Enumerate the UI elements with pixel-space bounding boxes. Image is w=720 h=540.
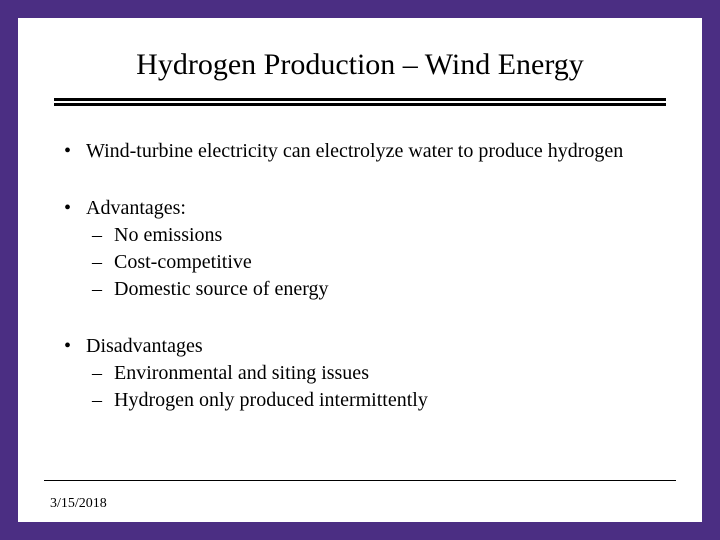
bullet-level-1: •Advantages: bbox=[64, 195, 664, 222]
bullet-marker: – bbox=[92, 387, 114, 414]
bullet-text: Wind-turbine electricity can electrolyze… bbox=[86, 138, 623, 165]
bullet-section: •Wind-turbine electricity can electrolyz… bbox=[64, 138, 664, 165]
bullet-marker: • bbox=[64, 195, 86, 222]
bullet-text: Disadvantages bbox=[86, 333, 203, 360]
bullet-section: •Disadvantages–Environmental and siting … bbox=[64, 333, 664, 414]
bullet-marker: – bbox=[92, 360, 114, 387]
bullet-level-1: •Wind-turbine electricity can electrolyz… bbox=[64, 138, 664, 165]
bullet-section: •Advantages:–No emissions–Cost-competiti… bbox=[64, 195, 664, 303]
slide: Hydrogen Production – Wind Energy •Wind-… bbox=[0, 0, 720, 540]
title-rule bbox=[54, 98, 666, 106]
bullet-level-2: –No emissions bbox=[64, 222, 664, 249]
bullet-marker: – bbox=[92, 249, 114, 276]
content-area: •Wind-turbine electricity can electrolyz… bbox=[64, 138, 664, 414]
bullet-level-2: –Cost-competitive bbox=[64, 249, 664, 276]
bullet-text: Cost-competitive bbox=[114, 249, 252, 276]
bullet-level-2: –Environmental and siting issues bbox=[64, 360, 664, 387]
slide-title: Hydrogen Production – Wind Energy bbox=[0, 48, 720, 82]
bullet-level-1: •Disadvantages bbox=[64, 333, 664, 360]
title-rule-bar-bottom bbox=[54, 103, 666, 106]
bullet-marker: • bbox=[64, 333, 86, 360]
bullet-text: Environmental and siting issues bbox=[114, 360, 369, 387]
bullet-text: No emissions bbox=[114, 222, 222, 249]
bullet-level-2: –Hydrogen only produced intermittently bbox=[64, 387, 664, 414]
bullet-text: Hydrogen only produced intermittently bbox=[114, 387, 428, 414]
footer-date: 3/15/2018 bbox=[50, 496, 107, 512]
bullet-text: Advantages: bbox=[86, 195, 186, 222]
footer-rule bbox=[44, 480, 676, 481]
bullet-level-2: –Domestic source of energy bbox=[64, 276, 664, 303]
bullet-marker: • bbox=[64, 138, 86, 165]
bullet-text: Domestic source of energy bbox=[114, 276, 329, 303]
bullet-marker: – bbox=[92, 222, 114, 249]
bullet-marker: – bbox=[92, 276, 114, 303]
